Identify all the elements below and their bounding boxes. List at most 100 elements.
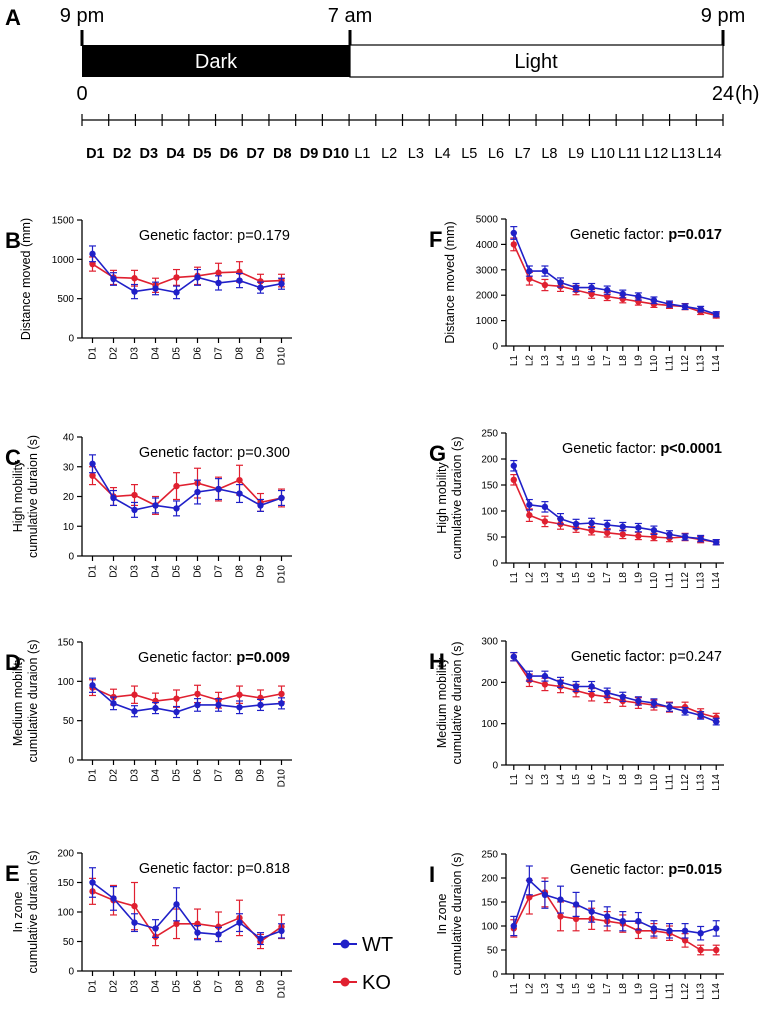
light-phase-bar xyxy=(349,44,724,78)
timeline-bin-label: L13 xyxy=(671,146,695,162)
data-point-ko xyxy=(588,527,595,534)
x-tick-label: L11 xyxy=(665,355,676,371)
x-tick-label: D1 xyxy=(88,347,99,360)
data-point-wt xyxy=(152,285,159,292)
data-point-ko xyxy=(588,691,595,698)
chart-panel-d: D Genetic factor: p=0.009 0 50 100 150 D1 D2 D3 D… xyxy=(5,638,292,788)
x-tick-label: L3 xyxy=(540,355,551,367)
data-point-wt xyxy=(604,689,611,696)
data-point-wt xyxy=(526,267,533,275)
data-point-wt xyxy=(588,519,595,527)
y-tick-label: 0 xyxy=(68,552,74,563)
x-tick-label: D9 xyxy=(256,565,267,578)
timeline-bin-label: L4 xyxy=(434,146,450,162)
y-tick-label: 2000 xyxy=(476,291,499,302)
y-tick-label: 50 xyxy=(487,946,499,957)
dark-phase-label: Dark xyxy=(195,51,238,73)
data-point-wt xyxy=(194,274,201,281)
y-tick-label: 50 xyxy=(63,937,75,948)
chart-panel-i: I Genetic factor: p=0.015 0 50 100 150 200 250 L… xyxy=(429,850,724,1000)
x-tick-label: D6 xyxy=(193,347,204,360)
light-phase-label: Light xyxy=(514,51,558,73)
data-point-ko xyxy=(635,532,642,540)
x-tick-label: D5 xyxy=(172,980,183,993)
x-tick-label: L2 xyxy=(524,983,535,995)
data-point-wt xyxy=(215,701,222,709)
stat-annotation: Genetic factor: p=0.179 xyxy=(139,228,290,244)
data-point-wt xyxy=(194,488,201,496)
data-point-wt xyxy=(588,908,595,915)
data-point-wt xyxy=(278,280,285,287)
data-point-wt xyxy=(131,288,138,295)
data-point-ko xyxy=(604,293,611,300)
x-tick-label: D10 xyxy=(277,980,288,999)
x-tick-label: L1 xyxy=(509,355,520,367)
stat-prefix: Genetic factor: xyxy=(139,228,237,244)
x-tick-label: D6 xyxy=(193,769,204,782)
chart-panel-e: E Genetic factor: p=0.818 0 50 100 150 200 D1 D2… xyxy=(5,849,292,999)
stat-annotation: Genetic factor: p=0.015 xyxy=(570,862,722,878)
stat-prefix: Genetic factor: xyxy=(570,227,668,243)
data-point-ko xyxy=(215,269,222,276)
data-point-wt xyxy=(557,896,564,903)
x-tick-label: D1 xyxy=(88,980,99,993)
y-tick-label: 250 xyxy=(481,850,498,861)
y-tick-label: 1000 xyxy=(476,316,499,327)
x-tick-label: L13 xyxy=(696,355,707,372)
y-axis-label: High mobility xyxy=(11,460,25,532)
x-tick-label: L1 xyxy=(509,983,520,995)
data-point-ko xyxy=(131,491,138,499)
data-point-wt xyxy=(619,290,626,298)
x-tick-label: D2 xyxy=(109,769,120,782)
data-point-ko xyxy=(526,511,533,519)
y-tick-label: 150 xyxy=(481,898,498,909)
timeline-bin-label: D7 xyxy=(246,146,265,162)
stat-value: p=0.017 xyxy=(668,227,722,243)
x-tick-label: L12 xyxy=(680,355,691,372)
x-tick-label: D6 xyxy=(193,980,204,993)
data-point-wt xyxy=(194,701,201,709)
x-tick-label: L7 xyxy=(602,983,613,995)
x-tick-label: L13 xyxy=(696,983,707,1000)
stat-value: p=0.015 xyxy=(668,862,722,878)
x-tick-label: D10 xyxy=(277,769,288,788)
timeline-bin-label: L6 xyxy=(488,146,504,162)
y-tick-label: 100 xyxy=(57,677,74,688)
data-point-wt xyxy=(110,895,117,902)
y-tick-label: 100 xyxy=(481,922,498,933)
timeline-bin-label: L7 xyxy=(515,146,531,162)
data-point-wt xyxy=(152,925,159,932)
y-tick-label: 20 xyxy=(63,492,75,503)
stat-annotation: Genetic factor: p=0.300 xyxy=(139,445,290,461)
data-point-wt xyxy=(666,300,673,308)
stat-prefix: Genetic factor: xyxy=(571,649,669,665)
y-tick-label: 0 xyxy=(68,967,74,978)
x-tick-label: L7 xyxy=(602,774,613,786)
data-point-wt xyxy=(173,901,180,908)
chart-panel-g: G Genetic factor: p<0.0001 0 50 100 150 200 250… xyxy=(429,429,724,589)
x-tick-label: L11 xyxy=(665,572,676,588)
data-point-wt xyxy=(666,703,673,711)
x-tick-label: D10 xyxy=(277,347,288,366)
data-point-wt xyxy=(131,708,138,715)
y-axis-label: Distance moved (mm) xyxy=(443,221,457,343)
timeline-bin-label: D1 xyxy=(86,146,105,162)
data-point-wt xyxy=(215,931,222,938)
x-tick-label: D4 xyxy=(151,565,162,578)
stat-value: p=0.009 xyxy=(236,650,290,666)
data-point-wt xyxy=(131,919,138,926)
data-point-wt xyxy=(588,683,595,690)
x-tick-label: L7 xyxy=(602,355,613,367)
data-point-wt xyxy=(666,531,673,538)
x-tick-label: D9 xyxy=(256,980,267,993)
data-point-wt xyxy=(541,672,549,680)
timeline-bin-label: D6 xyxy=(220,146,239,162)
data-point-ko xyxy=(173,274,180,281)
data-point-wt xyxy=(697,712,704,719)
timeline-bin-label: L9 xyxy=(568,146,584,162)
x-tick-label: D2 xyxy=(109,565,120,578)
data-point-wt xyxy=(257,502,264,509)
series-line-ko xyxy=(92,686,282,702)
x-tick-label: D5 xyxy=(172,565,183,578)
